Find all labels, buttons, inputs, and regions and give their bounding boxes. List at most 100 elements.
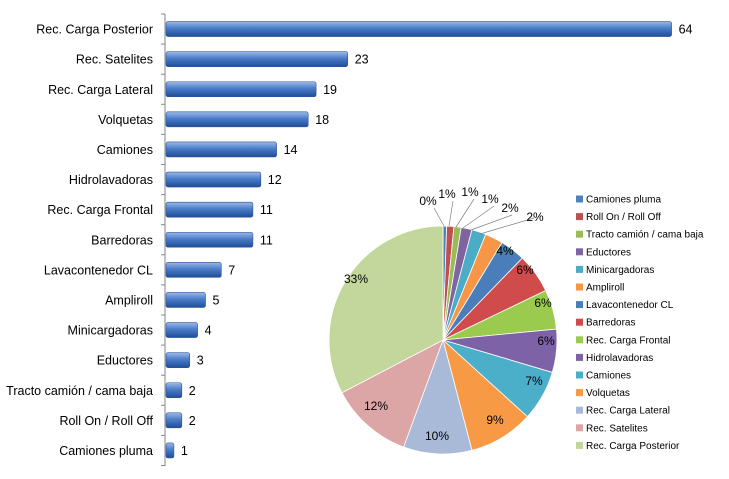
bar-category-label: Rec. Carga Lateral (48, 83, 153, 97)
bar (165, 262, 222, 278)
pie-leader-line (455, 198, 475, 228)
bar-value-label: 2 (189, 384, 196, 398)
pie-percent-label: 33% (344, 272, 368, 286)
bar-value-label: 4 (205, 324, 212, 338)
pie-leader-line (479, 217, 535, 235)
legend-entry-label: Eductores (586, 247, 631, 258)
bar-category-label: Eductores (97, 354, 153, 368)
legend-swatch (576, 301, 583, 309)
pie-percent-label: 1% (461, 185, 479, 199)
bar (165, 442, 175, 459)
pie-percent-label: 7% (525, 374, 543, 388)
legend-entry-label: Camiones pluma (586, 195, 661, 206)
legend-swatch (576, 318, 583, 326)
pie-percent-label: 0% (419, 194, 437, 208)
legend-swatch (576, 424, 583, 432)
bar (165, 171, 262, 188)
bar-value-label: 11 (260, 233, 273, 247)
bar (165, 352, 191, 368)
legend-swatch (576, 213, 583, 221)
pie-percent-label: 10% (425, 429, 449, 443)
pie-slice (328, 225, 444, 394)
bar-category-label: Minicargadoras (68, 324, 153, 338)
bar (165, 21, 672, 37)
bar-category-label: Rec. Carga Posterior (36, 23, 153, 37)
bar-value-label: 2 (189, 414, 196, 428)
pie-legend: Camiones pluma Roll On / Roll Off Tracto c… (576, 195, 704, 452)
bar-category-label: Roll On / Roll Off (59, 414, 153, 428)
pie-percent-label: 1% (438, 187, 456, 201)
legend-swatch (576, 353, 583, 361)
bar-value-label: 3 (197, 354, 204, 368)
bar-value-label: 64 (679, 23, 693, 37)
bar-category-label: Barredoras (91, 233, 153, 247)
pie-leader-line (448, 200, 454, 227)
bar-category-label: Lavacontenedor CL (44, 263, 153, 277)
pie-percent-label: 2% (526, 210, 544, 224)
pie-percent-label: 6% (534, 296, 552, 310)
pie-percent-label: 12% (364, 399, 388, 413)
bar-value-label: 12 (268, 173, 282, 187)
bar-value-label: 23 (355, 53, 369, 67)
legend-entry-label: Tracto camión / cama baja (586, 230, 704, 241)
legend-entry-label: Lavacontenedor CL (586, 300, 674, 311)
bar-category-label: Camiones (97, 143, 153, 157)
pie-percent-label: 6% (516, 263, 534, 277)
bar-category-label: Rec. Satelites (76, 53, 153, 67)
bar-value-label: 18 (315, 113, 329, 127)
legend-swatch (576, 230, 583, 238)
bar (165, 412, 183, 429)
pie-leader-line (433, 207, 445, 227)
pie-leader-line (462, 205, 495, 229)
pie-slice (341, 339, 444, 448)
legend-swatch (576, 195, 583, 203)
bar-category-label: Camiones pluma (59, 444, 153, 458)
pie-percent-label: 9% (486, 413, 504, 427)
bar (165, 141, 277, 158)
legend-swatch (576, 265, 583, 273)
legend-entry-label: Ampliroll (586, 283, 624, 294)
bar-category-label: Tracto camión / cama baja (6, 384, 153, 398)
legend-swatch (576, 406, 583, 414)
bar-category-label: Rec. Carga Frontal (47, 203, 153, 217)
legend-entry-label: Rec. Carga Frontal (586, 335, 670, 346)
bar-category-label: Hidrolavadoras (69, 173, 153, 187)
legend-entry-label: Volquetas (586, 388, 630, 399)
bar (165, 322, 198, 338)
legend-swatch (576, 441, 583, 449)
bar (165, 81, 317, 98)
pie-percent-label: 1% (481, 192, 499, 206)
bar (165, 292, 206, 308)
legend-entry-label: Rec. Carga Lateral (586, 406, 670, 417)
legend-swatch (576, 336, 583, 344)
legend-swatch (576, 248, 583, 256)
pie-percent-label: 6% (537, 334, 555, 348)
legend-swatch (576, 283, 583, 291)
bar-value-label: 19 (323, 83, 337, 97)
bar-value-label: 14 (284, 143, 298, 157)
pie-chart: 0% 1% 1% 1%2%2%4%6%6%6%7%9%10%12%33% (328, 185, 558, 455)
bar (165, 201, 254, 218)
legend-entry-label: Minicargadoras (586, 265, 654, 276)
bar (165, 111, 309, 128)
bar-value-label: 5 (213, 293, 220, 307)
legend-entry-label: Barredoras (586, 318, 635, 329)
bar-value-label: 1 (181, 444, 188, 458)
pie-percent-label: 4% (496, 244, 514, 258)
bar-value-label: 11 (260, 203, 273, 217)
bar-category-label: Ampliroll (105, 293, 153, 307)
legend-swatch (576, 389, 583, 397)
legend-swatch (576, 371, 583, 379)
legend-entry-label: Roll On / Roll Off (586, 212, 661, 223)
bar-category-label: Volquetas (98, 113, 153, 127)
legend-entry-label: Camiones (586, 371, 631, 382)
legend-entry-label: Hidrolavadoras (586, 353, 653, 364)
legend-entry-label: Rec. Satelites (586, 423, 648, 434)
bar (165, 231, 254, 248)
legend-entry-label: Rec. Carga Posterior (586, 441, 680, 452)
bar (165, 51, 348, 67)
bar (165, 382, 183, 399)
pie-percent-label: 2% (501, 201, 519, 215)
